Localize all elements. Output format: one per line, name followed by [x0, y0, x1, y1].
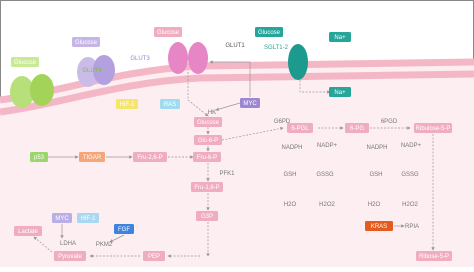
node-label: RPIA — [405, 224, 419, 230]
cell — [0, 62, 474, 267]
node-box — [287, 123, 313, 133]
node-label: Glucose — [258, 30, 281, 36]
node-label: HIF-1 — [81, 216, 97, 222]
node-box — [329, 32, 351, 42]
node-label: GLUT3 — [130, 56, 150, 62]
node-label: PEP — [148, 254, 160, 260]
node-box — [194, 135, 222, 145]
node-label: Pyruvate — [58, 254, 82, 260]
node-label: PFK1 — [219, 171, 235, 177]
node-label: SGLT1-2 — [264, 45, 289, 51]
node-box — [79, 152, 105, 162]
node-box — [154, 27, 182, 37]
node-box — [414, 123, 452, 133]
node-box — [54, 251, 86, 261]
node-box — [30, 152, 48, 162]
node-box — [14, 226, 42, 236]
node-box — [11, 57, 39, 67]
node-label: GSH — [369, 172, 382, 178]
node-box — [77, 213, 99, 223]
node-label: Fru-1,6-P — [194, 185, 219, 191]
node-label: H2O2 — [402, 202, 418, 208]
node-label: MYC — [243, 101, 257, 107]
node-label: Ribulose-5-P — [416, 126, 451, 132]
node-label: H2O2 — [319, 202, 335, 208]
node-label: HK — [208, 110, 216, 116]
node-box — [160, 99, 180, 109]
node-box — [143, 251, 165, 261]
node-box — [255, 27, 283, 37]
node-box — [345, 123, 369, 133]
node-box — [193, 152, 221, 162]
node-label: Ribose-5-P — [419, 254, 449, 260]
node-label: G6PD — [274, 119, 291, 125]
node-label: G3P — [201, 214, 213, 220]
node-label: H2O — [368, 202, 381, 208]
node-label: 6-PGL — [291, 126, 309, 132]
node-box — [196, 211, 218, 221]
node-box — [133, 152, 167, 162]
node-label: GSSG — [401, 172, 419, 178]
node-label: Glucose — [14, 60, 37, 66]
node-label: HIF-1 — [120, 102, 136, 108]
transporters — [10, 42, 308, 108]
node-label: Glucose — [157, 30, 180, 36]
node-box — [52, 213, 72, 223]
node-box — [116, 99, 138, 109]
node-label: Na+ — [334, 35, 346, 41]
node-box — [114, 224, 134, 234]
node-label: PKM2 — [96, 242, 113, 248]
node-box — [416, 251, 452, 261]
node-label: Fru-2,6-P — [137, 155, 162, 161]
node-label: Glc-6-P — [198, 138, 218, 144]
node-label: NADP+ — [401, 143, 422, 149]
node-label: p53 — [34, 155, 45, 161]
node-label: NADPH — [366, 145, 387, 151]
node-label: Glucose — [75, 40, 98, 46]
node-label: RAS — [164, 102, 176, 108]
node-box — [365, 221, 393, 231]
arrows — [33, 60, 435, 258]
node-label: Na+ — [334, 90, 346, 96]
node-label: 6PGD — [381, 119, 398, 125]
node-label: H2O — [284, 202, 297, 208]
node-label: GLUT4 — [82, 68, 102, 74]
node-label: KRAS — [371, 224, 387, 230]
node-box — [191, 182, 223, 192]
node-label: Fru-6-P — [197, 155, 217, 161]
nodes: Glucose GLUT4 Glucose GLUT3 Glucose GLUT1 Gluc… — [11, 27, 452, 261]
node-box — [329, 87, 351, 97]
node-box — [240, 98, 260, 108]
node-label: Glucose — [197, 120, 220, 126]
node-label: Lactate — [18, 229, 38, 235]
node-label: GLUT1 — [225, 43, 245, 49]
node-label: FGF — [118, 227, 130, 233]
node-box — [194, 117, 222, 127]
node-label: 6-PG — [350, 126, 364, 132]
node-label: GSSG — [316, 172, 334, 178]
node-label: GSH — [283, 172, 296, 178]
node-label: LDHA — [60, 241, 76, 247]
node-label: TIGAR — [83, 155, 102, 161]
node-label: NADP+ — [317, 143, 338, 149]
membrane-inner — [0, 70, 474, 116]
node-label: NADPH — [281, 145, 302, 151]
node-label: MYC — [55, 216, 69, 222]
node-box — [72, 37, 100, 47]
